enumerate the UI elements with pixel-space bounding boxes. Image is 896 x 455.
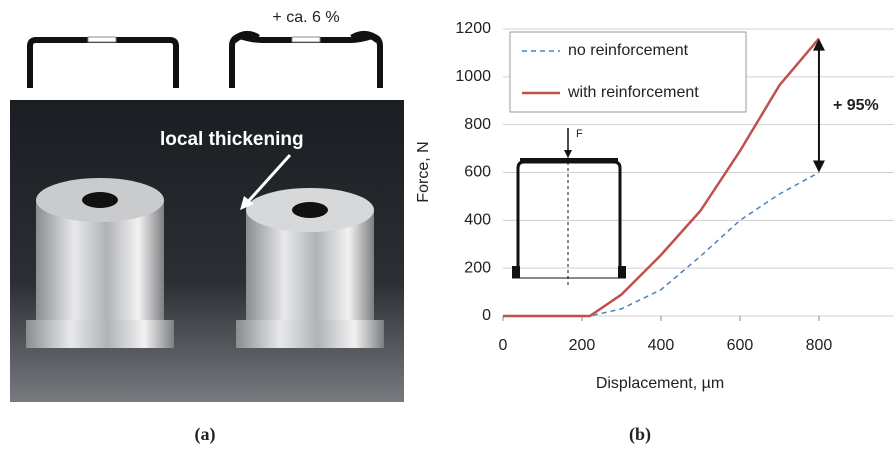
profile-hole	[291, 36, 321, 43]
series-line	[503, 171, 820, 317]
legend-label: with reinforcement	[567, 84, 699, 101]
cylinder-hole	[82, 192, 118, 208]
annotation: + 95%	[833, 97, 879, 114]
legend-label: no reinforcement	[568, 42, 689, 59]
profile-hole	[87, 36, 117, 43]
profile-sketch	[229, 32, 383, 88]
x-tick-label: 800	[806, 337, 833, 354]
y-tick-label: 600	[464, 164, 491, 181]
x-tick-label: 200	[569, 337, 596, 354]
caption: (b)	[629, 424, 651, 445]
y-tick-label: 200	[464, 259, 491, 276]
y-tick-label: 800	[464, 116, 491, 133]
cylinder-hole	[292, 202, 328, 218]
cylinder-flange	[26, 320, 174, 348]
panel-a: + ca. 6 % local thickening (a)	[10, 9, 404, 445]
thickening-sketch	[231, 31, 381, 43]
caption: (a)	[195, 424, 216, 445]
series-line	[503, 37, 820, 318]
sketch-label: + ca. 6 %	[272, 9, 339, 26]
cylinder	[36, 200, 164, 340]
y-tick-label: 1200	[455, 20, 491, 37]
y-tick-label: 1000	[455, 68, 491, 85]
profile-sketch	[27, 37, 179, 88]
y-tick-label: 0	[482, 307, 491, 324]
legend-box	[509, 31, 747, 113]
x-axis-label: Displacement, µm	[596, 375, 724, 392]
y-tick-label: 400	[464, 212, 491, 229]
inset-label: F	[576, 128, 583, 140]
chart: (b) Displacement, µm Force, N F 0 200 400 6…	[415, 20, 894, 445]
arrow-head	[240, 196, 254, 210]
photo-annotation: local thickening	[160, 129, 304, 150]
x-tick-label: 0	[499, 337, 508, 354]
x-tick-label: 600	[727, 337, 754, 354]
annotation-arrow	[243, 153, 292, 207]
cylinder-flange	[236, 320, 384, 348]
inset-sketch	[512, 128, 626, 288]
x-tick-label: 400	[648, 337, 675, 354]
y-axis-label: Force, N	[415, 141, 432, 202]
